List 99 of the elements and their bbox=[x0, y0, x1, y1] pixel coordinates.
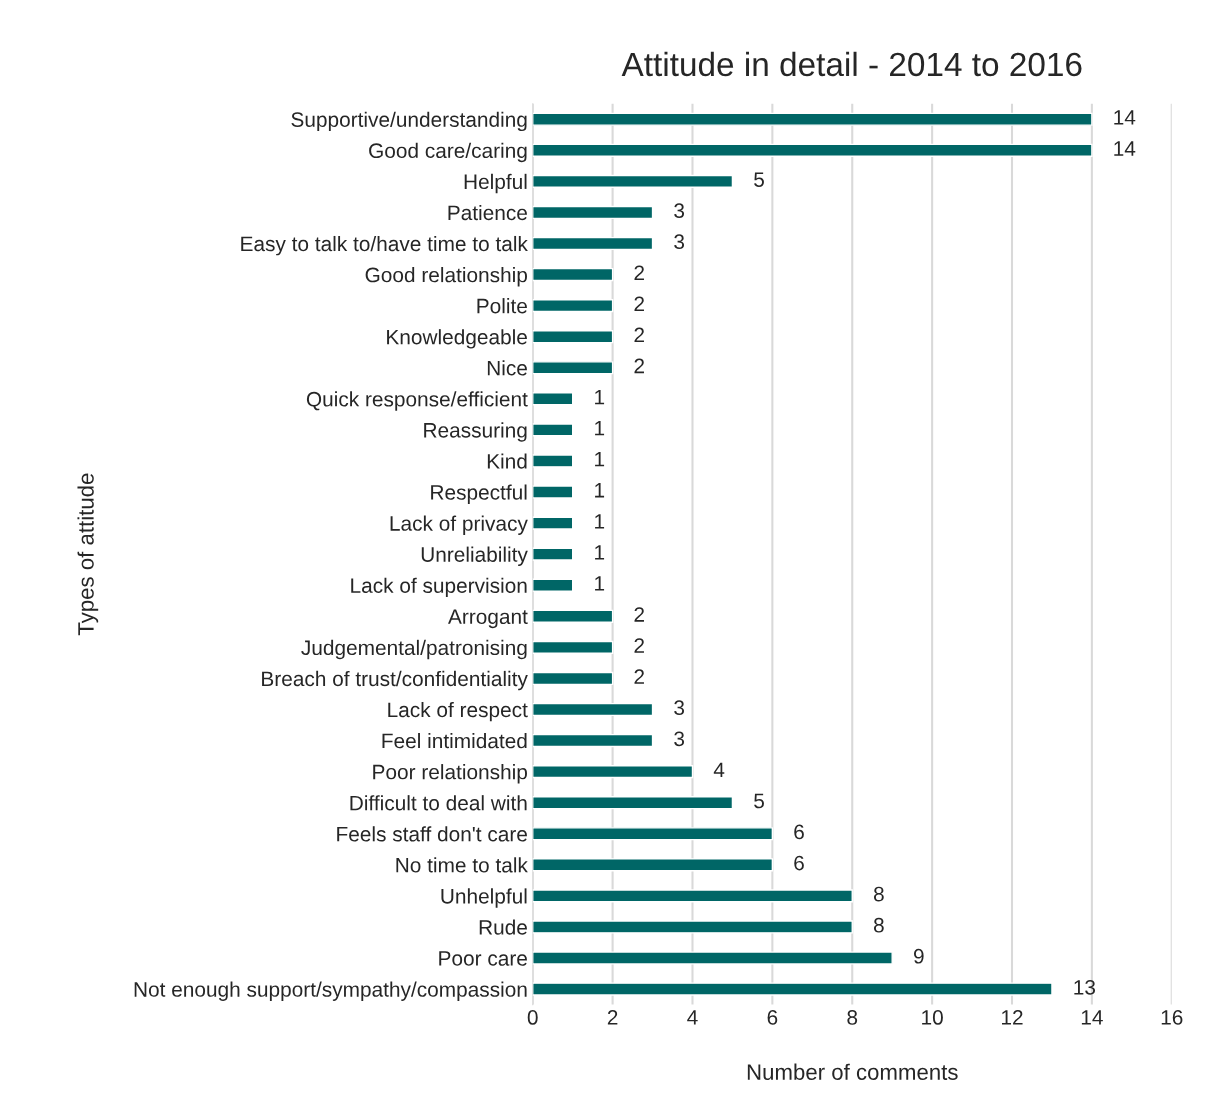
y-tick-label: Judgemental/patronising bbox=[301, 639, 527, 660]
x-tick-label: 2 bbox=[607, 1010, 618, 1025]
y-tick-label: Lack of respect bbox=[388, 701, 528, 722]
bar bbox=[532, 765, 694, 779]
y-tick-label: Patience bbox=[448, 204, 527, 221]
bar bbox=[532, 640, 614, 654]
data-label: 13 bbox=[1074, 979, 1096, 995]
data-label: 2 bbox=[634, 296, 644, 312]
data-label: 1 bbox=[595, 545, 605, 560]
data-label: 3 bbox=[674, 234, 685, 250]
data-label: 2 bbox=[634, 638, 644, 653]
bar bbox=[532, 982, 1053, 996]
y-tick-label: No time to talk bbox=[396, 857, 528, 873]
data-label: 2 bbox=[634, 358, 644, 374]
data-label: 3 bbox=[674, 203, 685, 219]
y-tick-label: Good relationship bbox=[365, 267, 528, 287]
data-label: 9 bbox=[913, 948, 924, 964]
data-label: 1 bbox=[595, 420, 605, 436]
y-tick-label: Rude bbox=[479, 919, 527, 935]
bar bbox=[532, 236, 654, 251]
y-tick-label: Breach of trust/confidentiality bbox=[262, 670, 528, 691]
x-tick-label: 8 bbox=[847, 1010, 858, 1025]
bar bbox=[532, 516, 574, 530]
bar bbox=[532, 330, 614, 344]
data-label: 1 bbox=[595, 452, 605, 467]
data-label: 3 bbox=[674, 731, 685, 747]
x-tick-label: 10 bbox=[922, 1010, 943, 1025]
y-tick-label: Easy to talk to/have time to talk bbox=[241, 235, 528, 256]
bar bbox=[532, 827, 774, 841]
bar bbox=[532, 143, 1093, 157]
y-tick-label: Poor relationship bbox=[373, 764, 527, 784]
bar bbox=[532, 267, 614, 282]
bar bbox=[532, 702, 654, 717]
data-label: 1 bbox=[595, 514, 605, 529]
chart-title: Attitude in detail - 2014 to 2016 bbox=[621, 51, 1082, 77]
data-label: 3 bbox=[674, 700, 685, 716]
bar bbox=[532, 796, 734, 810]
data-label: 6 bbox=[794, 824, 804, 840]
x-tick-label: 4 bbox=[687, 1010, 698, 1025]
data-label: 1 bbox=[595, 389, 605, 405]
y-axis-title: Types of attitude bbox=[77, 473, 99, 636]
y-tick-label: Quick response/efficient bbox=[306, 391, 528, 411]
bar bbox=[532, 299, 614, 313]
y-tick-label: Not enough support/sympathy/compassion bbox=[134, 981, 527, 1001]
y-tick-label: Arrogant bbox=[448, 609, 528, 629]
x-tick-label: 12 bbox=[1002, 1010, 1023, 1025]
data-label: 6 bbox=[794, 855, 804, 871]
data-label: 2 bbox=[634, 327, 644, 343]
bar bbox=[532, 671, 614, 686]
bar bbox=[532, 454, 574, 468]
bar bbox=[532, 951, 893, 965]
data-label: 14 bbox=[1114, 110, 1136, 125]
data-label: 4 bbox=[713, 762, 725, 778]
y-tick-label: Poor care bbox=[439, 951, 527, 966]
bar bbox=[532, 733, 654, 748]
y-tick-label: Unreliability bbox=[421, 546, 528, 567]
x-axis-title: Number of comments bbox=[747, 1063, 958, 1080]
data-label: 2 bbox=[634, 669, 644, 684]
y-tick-label: Lack of privacy bbox=[390, 515, 528, 535]
bar bbox=[532, 578, 574, 592]
data-label: 8 bbox=[873, 917, 884, 933]
data-label: 5 bbox=[754, 793, 764, 809]
y-tick-label: Respectful bbox=[431, 484, 527, 504]
data-label: 2 bbox=[634, 265, 644, 280]
x-tick-label: 0 bbox=[527, 1010, 538, 1025]
y-tick-label: Polite bbox=[477, 298, 527, 314]
bar bbox=[532, 858, 774, 872]
bar bbox=[532, 423, 574, 437]
data-label: 1 bbox=[595, 576, 605, 591]
y-tick-label: Knowledgeable bbox=[387, 329, 527, 349]
y-tick-label: Feel intimidated bbox=[382, 733, 527, 749]
x-tick-label: 14 bbox=[1081, 1010, 1103, 1025]
y-tick-label: Helpful bbox=[464, 173, 527, 194]
bar bbox=[532, 547, 574, 561]
y-tick-label: Reassuring bbox=[424, 422, 527, 442]
bar bbox=[532, 361, 614, 375]
data-label: 1 bbox=[595, 483, 605, 498]
y-tick-label: Feels staff don't care bbox=[337, 826, 527, 842]
bar bbox=[532, 112, 1093, 126]
bar bbox=[532, 174, 734, 188]
bar bbox=[532, 485, 574, 499]
y-tick-label: Supportive/understanding bbox=[291, 111, 527, 132]
bar bbox=[532, 392, 574, 406]
y-tick-label: Good care/caring bbox=[369, 142, 527, 163]
x-tick-label: 6 bbox=[767, 1010, 778, 1025]
y-tick-label: Difficult to deal with bbox=[350, 795, 527, 811]
data-label: 8 bbox=[873, 886, 884, 902]
x-tick-label: 16 bbox=[1161, 1010, 1183, 1025]
bar bbox=[532, 609, 614, 623]
y-tick-label: Kind bbox=[487, 453, 527, 469]
bar bbox=[532, 920, 853, 934]
y-tick-label: Unhelpful bbox=[441, 888, 527, 908]
data-label: 5 bbox=[754, 172, 764, 187]
y-tick-label: Lack of supervision bbox=[351, 577, 527, 598]
y-tick-label: Nice bbox=[487, 360, 527, 376]
bar bbox=[532, 205, 654, 220]
data-label: 14 bbox=[1114, 141, 1136, 156]
data-label: 2 bbox=[634, 607, 644, 622]
bar bbox=[532, 889, 853, 903]
